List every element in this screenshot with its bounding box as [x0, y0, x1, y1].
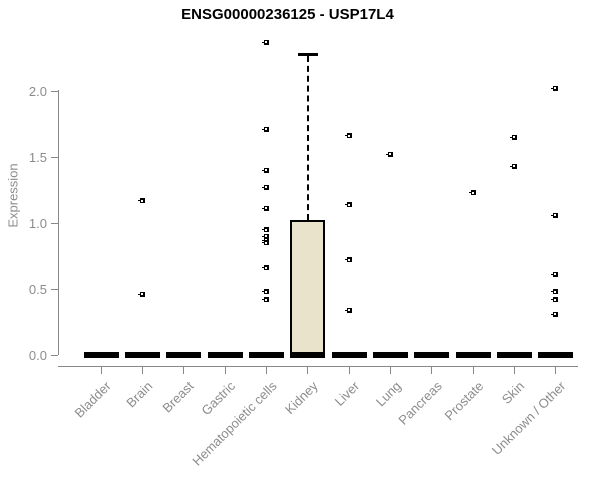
outlier-point: [468, 190, 476, 196]
outlier-point: [261, 184, 269, 190]
outlier-point: [385, 151, 393, 157]
median-bar: [455, 352, 491, 358]
x-tick: [348, 366, 350, 374]
x-tick-label: Bladder: [71, 378, 114, 421]
y-tick-label: 2.0: [28, 83, 47, 99]
y-tick-label: 0.0: [28, 347, 47, 363]
median-bar: [166, 352, 202, 358]
x-tick: [555, 366, 557, 374]
y-tick-label: 1.0: [28, 215, 47, 231]
outlier-point: [344, 133, 352, 139]
outlier-point: [261, 297, 269, 303]
y-tick: [51, 354, 58, 356]
outlier-point: [137, 291, 145, 297]
y-axis-line: [58, 90, 59, 355]
x-tick-label: Breast: [159, 378, 197, 416]
x-tick-label: Pancreas: [395, 378, 445, 428]
median-bar: [331, 352, 367, 358]
y-tick-label: 1.5: [28, 149, 47, 165]
y-tick: [51, 90, 58, 92]
x-tick: [389, 366, 391, 374]
x-tick-label: Skin: [498, 378, 528, 407]
chart-title: ENSG00000236125 - USP17L4: [181, 6, 394, 23]
x-tick-label: Gastric: [198, 378, 239, 419]
x-tick: [183, 366, 185, 374]
median-bar: [248, 352, 284, 358]
y-tick-label: 0.5: [28, 281, 47, 297]
x-tick: [265, 366, 267, 374]
median-bar: [207, 352, 243, 358]
outlier-point: [137, 198, 145, 204]
outlier-point: [551, 297, 559, 303]
median-bar: [538, 352, 574, 358]
x-tick: [100, 366, 102, 374]
x-tick: [514, 366, 515, 374]
outlier-point: [551, 212, 559, 218]
outlier-point: [551, 289, 559, 295]
outlier-point: [510, 163, 517, 169]
y-tick: [51, 288, 58, 290]
x-tick: [307, 366, 309, 374]
outlier-point: [261, 289, 269, 295]
y-tick: [51, 222, 58, 224]
x-tick-label: Liver: [331, 378, 363, 409]
x-tick: [224, 366, 226, 374]
outlier-point: [261, 240, 269, 246]
median-bar: [290, 352, 326, 358]
outlier-point: [261, 167, 269, 173]
median-bar: [414, 352, 450, 358]
upper-whisker: [306, 56, 309, 221]
outlier-point: [261, 265, 269, 271]
x-tick-label: Lung: [372, 378, 404, 410]
median-bar: [124, 352, 160, 358]
box-kidney: [290, 220, 326, 355]
outlier-point: [344, 257, 352, 263]
x-tick-label: Unknown / Other: [489, 378, 569, 458]
outlier-point: [261, 237, 269, 243]
outlier-point: [344, 202, 352, 208]
y-tick: [51, 156, 58, 158]
outlier-point: [261, 233, 269, 239]
outlier-point: [510, 134, 517, 140]
upper-whisker-cap: [297, 53, 318, 57]
x-tick: [472, 366, 474, 374]
outlier-point: [261, 227, 269, 233]
x-tick: [141, 366, 143, 374]
x-tick: [431, 366, 433, 374]
x-tick-label: Brain: [123, 378, 156, 411]
median-bar: [83, 352, 119, 358]
median-bar: [372, 352, 408, 358]
outlier-point: [261, 126, 269, 132]
outlier-point: [344, 307, 352, 313]
outlier-point: [551, 85, 559, 91]
outlier-point: [261, 39, 269, 45]
x-tick-label: Kidney: [281, 378, 321, 418]
outlier-point: [551, 271, 559, 277]
outlier-point: [551, 311, 559, 317]
median-bar: [497, 352, 532, 358]
outlier-point: [261, 205, 269, 211]
x-axis-line: [58, 366, 578, 367]
x-tick-label: Prostate: [441, 378, 487, 424]
